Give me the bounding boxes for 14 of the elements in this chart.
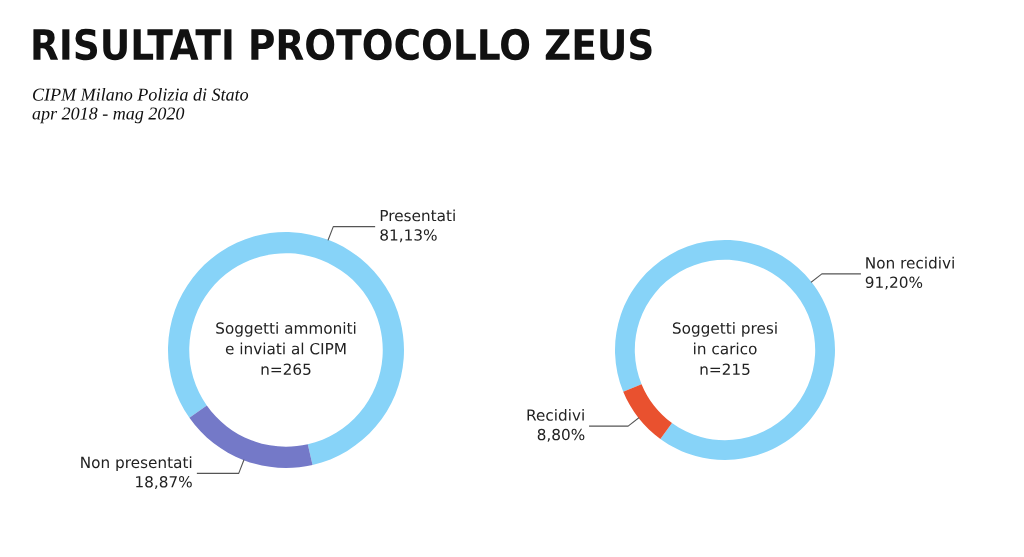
data-label: 8,80% bbox=[537, 428, 585, 442]
data-label: 81,13% bbox=[380, 229, 437, 243]
slice-label: Non recidivi bbox=[866, 256, 954, 269]
chart-subtitle: CIPM Milano Polizia di Stato apr 2018 - mag 2020 bbox=[32, 88, 249, 124]
data-label: 91,20% bbox=[865, 276, 923, 290]
donut-slice bbox=[623, 384, 672, 439]
text: Soggetti ammoniti e inviati al CIPM n=265 bbox=[216, 322, 356, 376]
slice-label: Recidivi bbox=[527, 409, 584, 421]
slice-label: Presentati bbox=[380, 209, 455, 222]
chart-title: RISULTATI PROTOCOLLO ZEUS bbox=[33, 28, 652, 61]
donut-slice bbox=[615, 240, 835, 460]
slice-label: Non presentati bbox=[81, 456, 192, 472]
data-label: 18,87% bbox=[136, 476, 192, 490]
text: Soggetti presi in carico n=215 bbox=[672, 322, 777, 376]
